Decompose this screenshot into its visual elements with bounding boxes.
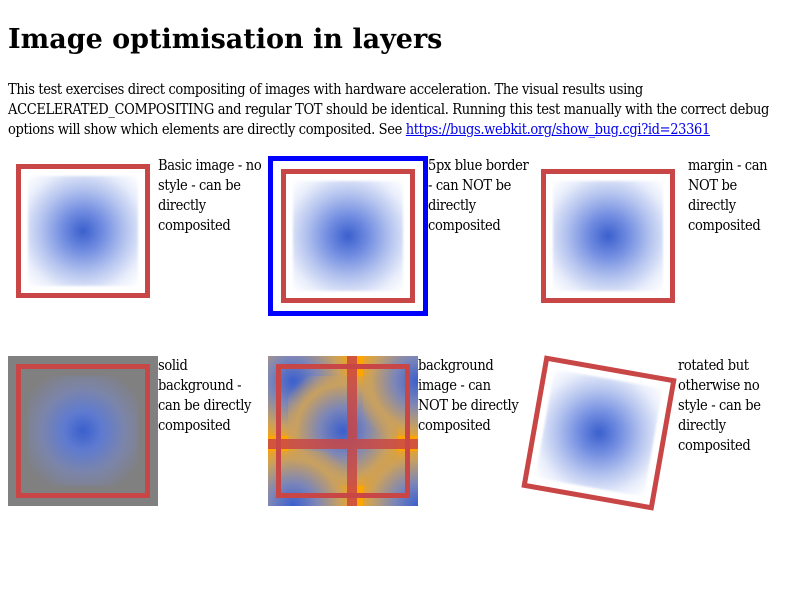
caption-margin: margin - can NOT be directly composited [688, 158, 768, 234]
caption-background-image: background image - can NOT be directly c… [418, 358, 519, 434]
caption-blue-border: 5px blue border - can NOT be directly co… [428, 158, 529, 234]
test-image-rotated [512, 346, 686, 520]
background-tile-frame [268, 356, 352, 444]
caption-basic: Basic image - no style - can be directly… [158, 158, 262, 234]
background-tile-frame [268, 444, 352, 506]
caption-rotated: rotated but otherwise no style - can be … [678, 358, 761, 454]
image-frame [541, 169, 675, 303]
page-title: Image optimisation in layers [8, 24, 443, 55]
test-image-basic [8, 156, 158, 306]
gradient-image [28, 376, 138, 486]
bug-link[interactable]: https://bugs.webkit.org/show_bug.cgi?id=… [405, 122, 711, 138]
image-frame [521, 355, 677, 511]
image-frame [16, 164, 150, 298]
test-image-solid-background [8, 356, 158, 506]
test-image-margin [533, 161, 683, 311]
image-frame [281, 169, 415, 303]
test-image-blue-border [268, 156, 428, 316]
image-frame [276, 364, 410, 498]
caption-solid-background: solid background - can be directly compo… [158, 358, 252, 434]
image-frame [16, 364, 150, 498]
intro-text: This test exercises direct compositing o… [8, 82, 770, 138]
gradient-image [553, 181, 663, 291]
gradient-image [28, 176, 138, 286]
background-tile-frame [352, 444, 418, 506]
gradient-image [293, 181, 403, 291]
test-image-background-image [268, 356, 418, 506]
intro-paragraph: This test exercises direct compositing o… [8, 80, 791, 140]
background-tile-frame [352, 356, 418, 444]
